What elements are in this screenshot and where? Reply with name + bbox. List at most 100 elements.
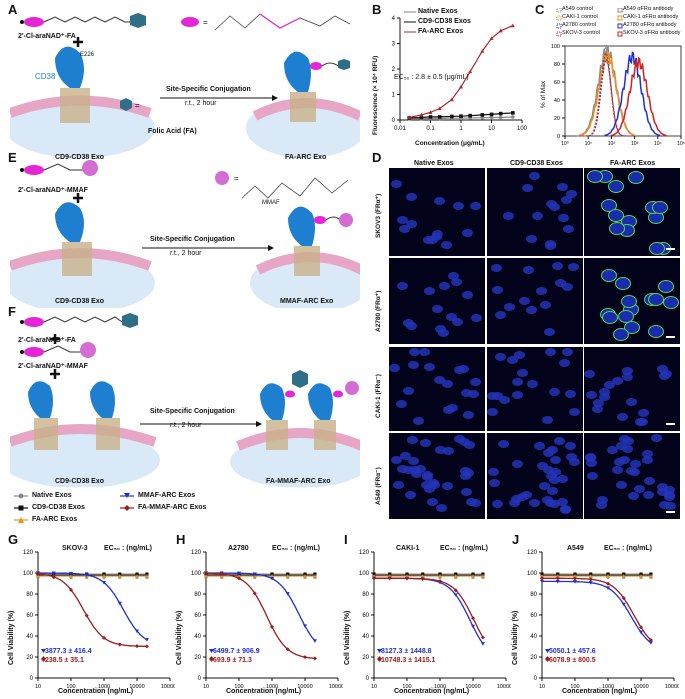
tick-label-x-c: 10⁰ <box>561 141 569 147</box>
legend-bottom-4: FA-ARC Exos <box>32 516 78 523</box>
nucleus <box>454 434 466 443</box>
control-point <box>481 572 485 576</box>
via-xlabel-3: Concentration (ng/mL) <box>562 688 638 695</box>
point-b <box>428 110 433 114</box>
nucleus <box>404 490 416 499</box>
dose-curve-0 <box>542 580 652 644</box>
nucleus <box>522 266 534 275</box>
control-point <box>438 572 442 576</box>
scheme-a: = = <box>10 13 360 158</box>
tick-label-y: 3 <box>392 42 396 48</box>
ec-marker-mmaf <box>209 649 214 653</box>
control-point <box>420 574 425 578</box>
point-b <box>511 111 515 115</box>
via-ec-mmaf-2: 8127.3 ± 1448.8 <box>381 648 432 655</box>
tick-label-y-via: 20 <box>530 655 537 661</box>
dose-point <box>204 571 208 576</box>
control-point <box>453 574 458 578</box>
right-exo-e: MMAF-ARC Exo <box>280 298 334 305</box>
tick-label-x-via: 10000 <box>129 684 144 690</box>
nucleus <box>607 446 619 455</box>
nucleus <box>595 501 607 510</box>
nucleus <box>398 225 410 234</box>
ec-marker-fa <box>209 656 214 662</box>
point-b <box>419 112 424 117</box>
scale-bar <box>666 511 675 513</box>
micrograph-r2-c0 <box>389 347 485 431</box>
nucleus <box>601 269 618 283</box>
chart-b: 0.01 0.1 1 10 100 0 1 2 3 4 <box>392 11 528 132</box>
legend-c-swatch <box>617 31 623 37</box>
tick-label-x-via: 100 <box>66 684 75 690</box>
nucleus <box>593 399 605 408</box>
nucleus <box>636 418 648 427</box>
nucleus <box>442 380 454 389</box>
control-point <box>102 572 106 576</box>
nucleus <box>529 499 541 508</box>
nucleus <box>615 441 627 450</box>
legend-bottom-markers <box>14 493 134 523</box>
nucleus <box>537 462 549 471</box>
control-point <box>438 574 442 578</box>
tick-label-y-via: 120 <box>23 550 34 556</box>
nucleus <box>614 457 626 466</box>
legend-c-6: SKOV-3 control <box>562 30 600 36</box>
tick-label-y-via: 80 <box>530 592 537 598</box>
cd9-left <box>60 88 90 123</box>
point-b <box>510 23 515 28</box>
nucleus <box>470 314 482 323</box>
legend-c-3: CAKI-1 αFRα antibody <box>623 14 679 20</box>
nucleus <box>541 416 553 425</box>
nucleus <box>563 225 575 234</box>
chart-b-ylabel: Fluorescence (× 10⁴ RFU) <box>372 55 379 135</box>
nucleus <box>390 179 402 188</box>
via-ylabel-0: Cell Viability (%) <box>8 610 15 665</box>
control-point <box>270 574 274 578</box>
tick-label-x-via: 10000 <box>297 684 312 690</box>
nucleus <box>533 442 545 451</box>
tick-label-y-via: 120 <box>191 550 202 556</box>
left-exo-e: CD9-CD38 Exo <box>55 298 105 305</box>
nucleus <box>541 496 553 505</box>
tick-label-y-via: 80 <box>26 592 33 598</box>
nucleus <box>402 466 414 475</box>
control-point <box>36 574 40 578</box>
svg-text:=: = <box>234 174 239 183</box>
panel-label-f: F <box>8 304 16 319</box>
tick-label-x: 100 <box>517 126 528 132</box>
via-title-0: SKOV-3 <box>62 545 88 552</box>
nucleus <box>656 488 668 497</box>
nucleus <box>419 347 431 356</box>
tick-label-x: 0.1 <box>426 126 435 132</box>
point-b <box>480 113 485 117</box>
via-ec-fa-2: 10748.3 ± 1415.1 <box>381 657 436 664</box>
dose-point <box>573 576 577 581</box>
nucleus <box>461 228 473 237</box>
nucleus <box>396 281 408 290</box>
tick-label-x-c: 10⁵ <box>677 141 685 147</box>
nucleus <box>549 499 561 508</box>
nucleus <box>435 504 447 513</box>
point-b <box>498 28 503 33</box>
panel-label-a: A <box>8 2 18 17</box>
point-b <box>468 113 472 118</box>
nucleus <box>597 495 609 504</box>
nucleus <box>422 472 434 481</box>
nucleus <box>513 351 525 360</box>
control-point <box>286 572 290 576</box>
control-point <box>69 574 73 578</box>
nucleus <box>518 296 530 305</box>
dose-point <box>84 573 89 577</box>
nucleus <box>651 200 668 214</box>
point-b <box>450 114 454 119</box>
histogram-c-3 <box>579 51 636 137</box>
control-point <box>270 572 274 576</box>
panel-label-g: G <box>8 532 19 547</box>
control-point <box>145 572 149 576</box>
micrograph-r3-c2 <box>584 433 680 519</box>
point-b <box>449 97 454 102</box>
nucleus <box>406 192 418 201</box>
nucleus <box>469 201 481 210</box>
tick-label-y-via: 80 <box>362 592 369 598</box>
nucleus <box>438 281 450 290</box>
